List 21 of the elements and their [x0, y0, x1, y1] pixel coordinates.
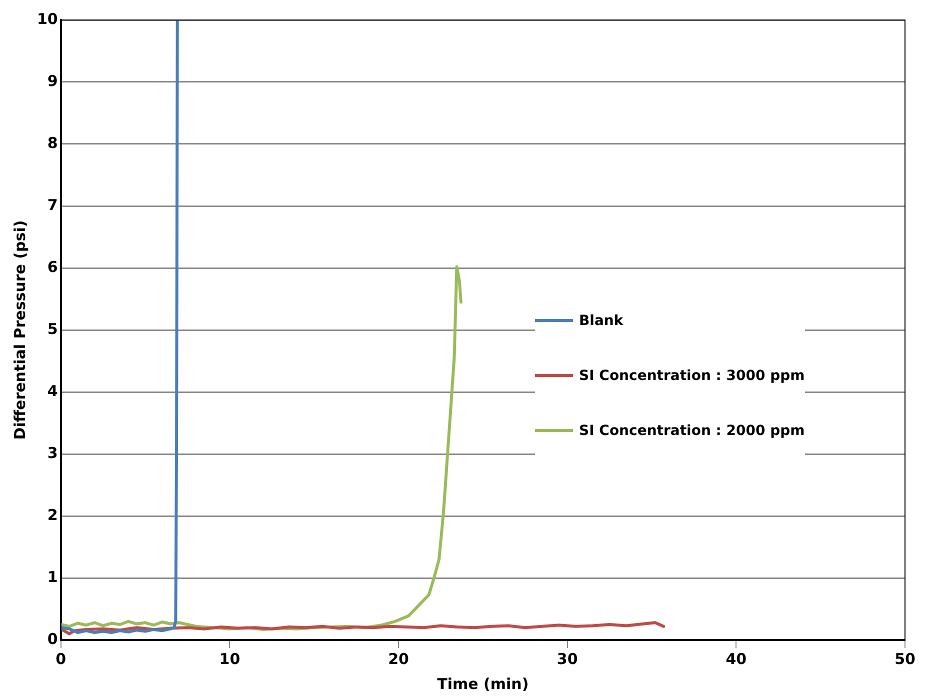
- y-tick-label: 2: [47, 506, 58, 524]
- x-tick-label: 10: [219, 650, 240, 668]
- legend-label: Blank: [579, 312, 624, 328]
- y-tick-label: 10: [37, 10, 58, 28]
- legend-label: SI Concentration : 2000 ppm: [579, 422, 805, 438]
- y-tick-label: 0: [47, 630, 58, 648]
- y-axis-title: Differential Pressure (psi): [10, 220, 29, 440]
- y-tick-label: 4: [47, 382, 58, 400]
- y-tick-label: 8: [47, 134, 58, 152]
- y-tick-label: 6: [47, 258, 58, 276]
- x-tick-label: 50: [894, 650, 916, 668]
- x-tick-label: 40: [726, 650, 747, 668]
- x-tick-label: 30: [556, 650, 578, 668]
- y-tick-label: 7: [47, 196, 58, 214]
- x-tick-label: 20: [388, 650, 409, 668]
- x-axis-title: Time (min): [437, 674, 529, 693]
- y-tick-label: 1: [47, 568, 58, 586]
- y-tick-label: 3: [47, 444, 58, 462]
- y-tick-label: 5: [47, 320, 58, 338]
- y-tick-label: 9: [47, 72, 58, 90]
- legend-label: SI Concentration : 3000 ppm: [579, 368, 805, 384]
